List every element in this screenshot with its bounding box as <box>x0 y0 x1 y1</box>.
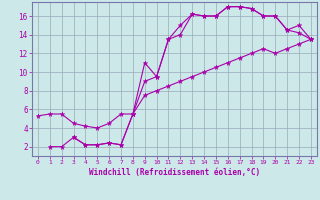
X-axis label: Windchill (Refroidissement éolien,°C): Windchill (Refroidissement éolien,°C) <box>89 168 260 177</box>
